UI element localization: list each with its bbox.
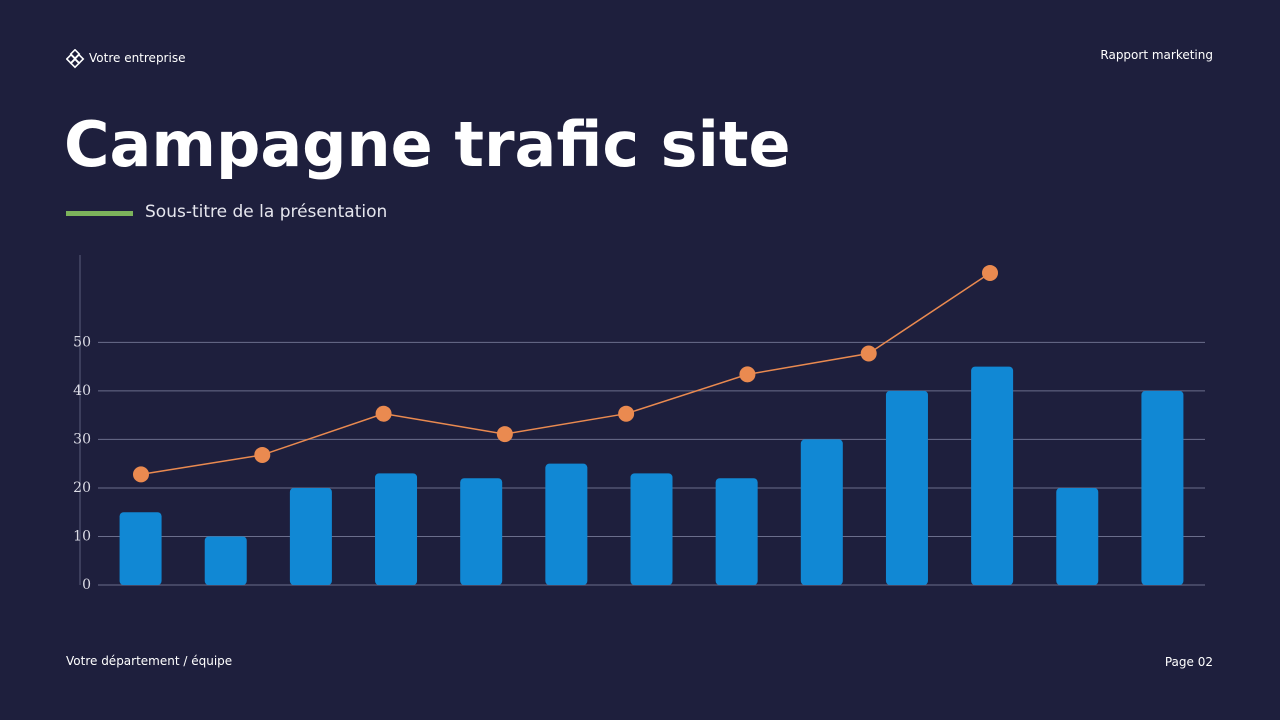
bar: [460, 478, 503, 585]
line-point: [739, 366, 756, 383]
y-tick-label: 30: [73, 431, 91, 447]
line: [140, 272, 991, 476]
bar: [971, 366, 1014, 585]
bar: [375, 473, 418, 585]
line-point: [982, 264, 998, 281]
bar: [715, 478, 758, 585]
line-point: [375, 405, 392, 422]
bar: [630, 473, 673, 585]
report-label: Rapport marketing: [1100, 48, 1213, 62]
bar: [204, 536, 247, 585]
bar: [119, 512, 162, 585]
bar: [289, 487, 332, 585]
line-point: [618, 405, 635, 422]
y-tick-label: 20: [73, 480, 91, 496]
logo: [66, 49, 85, 69]
department: Votre département / équipe: [66, 654, 233, 668]
bar: [885, 390, 928, 585]
line-point: [860, 345, 877, 362]
slide-subtitle: Sous-titre de la présentation: [145, 202, 388, 222]
y-tick-label: 40: [73, 383, 91, 399]
bar: [1056, 487, 1099, 585]
bar: [545, 463, 588, 585]
y-tick-label: 50: [73, 334, 91, 350]
slide-title: Campagne trafic site: [64, 108, 791, 181]
y-tick-label: 10: [73, 528, 91, 544]
bar: [1141, 390, 1184, 585]
accent-bar: [66, 211, 133, 216]
line-point: [254, 446, 271, 463]
page-number: Page 02: [1164, 655, 1213, 669]
y-tick-label: 0: [82, 577, 91, 593]
line-point: [496, 426, 513, 443]
company-name: Votre entreprise: [89, 51, 186, 65]
bar: [800, 439, 843, 585]
line-point: [133, 466, 149, 483]
